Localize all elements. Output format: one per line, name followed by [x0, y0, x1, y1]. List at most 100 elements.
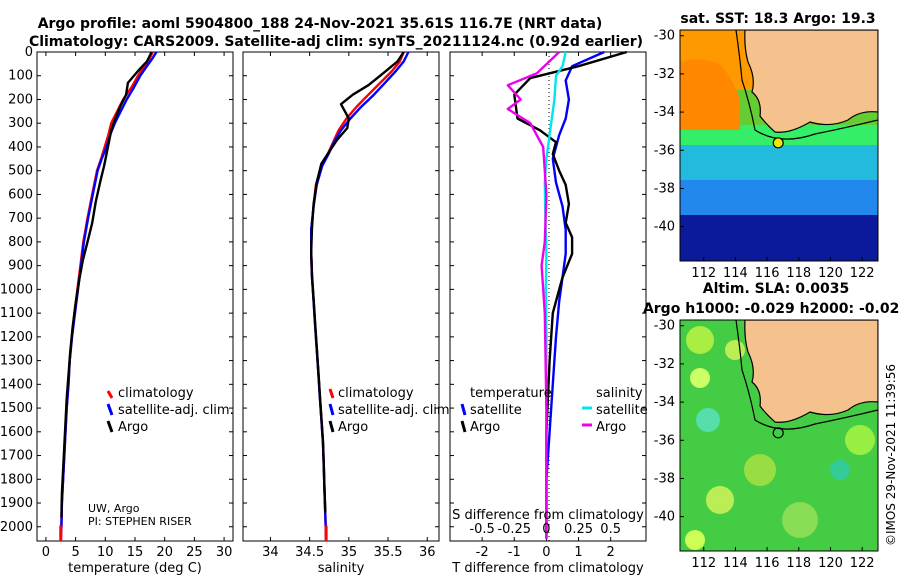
- depth-tick-label: 500: [8, 164, 33, 179]
- sla-map: Altim. SLA: 0.0035 Argo h1000: -0.029 h2…: [643, 281, 900, 571]
- legend-salinity-heading: salinity: [596, 386, 643, 401]
- legend-s-argo-label: Argo: [596, 420, 626, 435]
- x-tick-label: 5: [71, 545, 79, 560]
- depth-tick-label: 1000: [0, 282, 33, 297]
- temperature-xlabel: temperature (deg C): [68, 561, 202, 576]
- sla-map-ticks: 112 114 116 118 120 122 -30 -32 -34 -36 -38 -40: [654, 319, 875, 571]
- temperature-panel: 0 100 200 300 400 500 600 700 800 900 1000 1100 1200…: [0, 45, 234, 576]
- series-argo: [60, 51, 153, 518]
- x-tick-label: 25: [186, 545, 203, 560]
- depth-tick-label: 300: [8, 116, 33, 131]
- depth-tick-label: 1900: [0, 496, 33, 511]
- legend-sat-mark: [328, 403, 335, 416]
- note-line-2: PI: STEPHEN RISER: [88, 515, 192, 528]
- legend-sat-label: satellite-adj. clim.: [338, 403, 454, 418]
- depth-tick-label: 1800: [0, 472, 33, 487]
- x-tick-label: -2: [476, 545, 489, 560]
- x-tick-label: 36: [419, 545, 436, 560]
- x-tick-label: 35.5: [374, 545, 403, 560]
- x-tick-label: 15: [127, 545, 144, 560]
- note-line-1: UW, Argo: [88, 502, 140, 515]
- lon-tick-label: 116: [755, 556, 780, 571]
- legend-clim-label: climatology: [118, 386, 194, 401]
- lat-tick-label: -30: [654, 319, 675, 334]
- x-tick-label: 30: [216, 545, 233, 560]
- depth-tick-label: 1600: [0, 425, 33, 440]
- float-position-marker: [772, 137, 784, 149]
- sst-map-frame: [679, 29, 879, 262]
- x-tick-label: 20: [156, 545, 173, 560]
- lon-tick-label: 112: [691, 556, 716, 571]
- s-diff-tick-label: 0: [542, 522, 550, 537]
- series-t-argo-sat: [545, 50, 605, 539]
- lon-tick-label: 122: [850, 556, 875, 571]
- lat-tick-label: -30: [654, 29, 675, 44]
- depth-tick-label: 100: [8, 69, 33, 84]
- depth-tick-label: 1400: [0, 377, 33, 392]
- isobath: [735, 320, 878, 430]
- sst-map-title: sat. SST: 18.3 Argo: 19.3: [680, 11, 875, 27]
- land-mass: [744, 30, 878, 133]
- credit-stamp: ©IMOS 29-Nov-2021 11:39:56: [884, 364, 898, 546]
- depth-tick-label: 700: [8, 211, 33, 226]
- legend-t-sat-mark: [460, 403, 467, 416]
- x-tick-label: 34.5: [295, 545, 324, 560]
- x-tick-label: 1: [574, 545, 582, 560]
- series-s-argo-clim: [506, 51, 561, 539]
- series-argo: [310, 51, 405, 513]
- x-tick-label: -1: [508, 545, 521, 560]
- lon-tick-label: 114: [723, 266, 748, 281]
- depth-tick-labels: 0 100 200 300 400 500 600 700 800 900 1000 1100 1200…: [0, 45, 33, 535]
- lat-tick-label: -34: [654, 105, 675, 120]
- title-line-1: Argo profile: aoml 5904800_188 24-Nov-20…: [38, 16, 603, 32]
- sla-map-title-2: Argo h1000: -0.029 h2000: -0.029: [643, 301, 900, 317]
- land-mass: [744, 320, 878, 423]
- legend-argo-label: Argo: [338, 420, 368, 435]
- lon-tick-label: 120: [818, 266, 843, 281]
- sla-field: [680, 320, 878, 551]
- depth-tick-label: 200: [8, 92, 33, 107]
- s-diff-tick-labels: -0.5 -0.25 0 0.25 0.5: [469, 522, 621, 537]
- x-tick-label: 35: [341, 545, 358, 560]
- lat-tick-label: -36: [654, 143, 675, 158]
- s-diff-tick-label: -0.25: [497, 522, 531, 537]
- x-tick-label: 0: [542, 545, 550, 560]
- depth-tick-label: 400: [8, 140, 33, 155]
- legend-sat-label: satellite-adj. clim.: [118, 403, 234, 418]
- sla-map-title-1: Altim. SLA: 0.0035: [703, 281, 850, 297]
- difference-panel: -2 -1 0 1 2 temperature salinity satellite A…: [449, 50, 648, 576]
- depth-tick-label: 1300: [0, 354, 33, 369]
- legend-argo-mark: [106, 420, 114, 433]
- lon-tick-label: 118: [786, 556, 811, 571]
- isobath: [735, 30, 878, 140]
- depth-tick-label: 800: [8, 235, 33, 250]
- sst-map: sat. SST: 18.3 Argo: 19.3 112 114 116 118 12…: [654, 11, 879, 281]
- lat-tick-label: -36: [654, 433, 675, 448]
- float-position-marker: [772, 427, 784, 439]
- temperature-axes: [36, 51, 234, 542]
- lon-tick-label: 112: [691, 266, 716, 281]
- legend-clim-mark: [328, 388, 335, 399]
- s-diff-xlabel: S difference from climatology: [452, 508, 644, 523]
- lat-tick-label: -40: [654, 510, 675, 525]
- depth-tick-label: 900: [8, 259, 33, 274]
- lon-tick-label: 114: [723, 556, 748, 571]
- legend-argo-mark: [328, 420, 335, 433]
- legend-temperature-heading: temperature: [470, 386, 552, 401]
- depth-tick-label: 1100: [0, 306, 33, 321]
- s-diff-tick-label: -0.5: [469, 522, 494, 537]
- legend-t-sat-label: satellite: [470, 403, 522, 418]
- lat-tick-label: -32: [654, 67, 675, 82]
- depth-tick-label: 0: [25, 45, 33, 60]
- lon-tick-label: 120: [818, 556, 843, 571]
- depth-tick-label: 600: [8, 187, 33, 202]
- sla-map-frame: [679, 319, 879, 552]
- t-diff-xlabel: T difference from climatology: [451, 561, 644, 576]
- lat-tick-label: -38: [654, 471, 675, 486]
- legend-s-sat-label: satellite: [596, 403, 648, 418]
- x-tick-label: 34: [262, 545, 279, 560]
- title-line-2: Climatology: CARS2009. Satellite-adj cli…: [29, 34, 643, 50]
- depth-tick-label: 1200: [0, 330, 33, 345]
- s-diff-tick-label: 0.5: [600, 522, 621, 537]
